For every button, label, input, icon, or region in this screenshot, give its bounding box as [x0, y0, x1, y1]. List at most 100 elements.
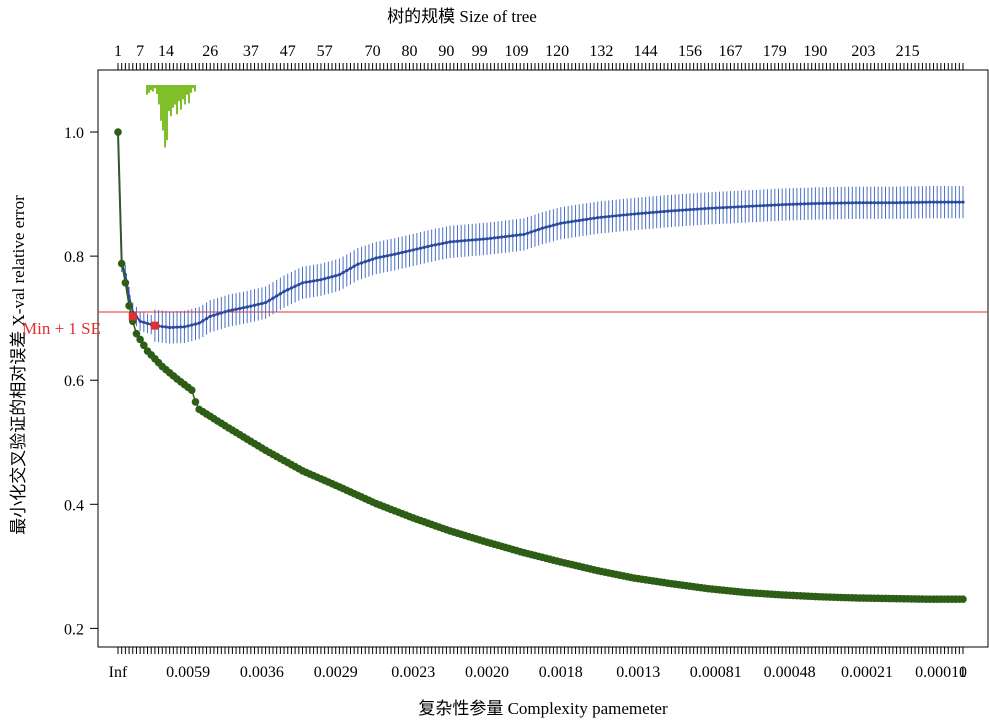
xval-error-point	[883, 201, 888, 205]
x-tick-label: 0.00081	[690, 664, 742, 681]
series-group	[114, 128, 967, 604]
histogram-bar	[178, 85, 180, 102]
xval-error-point	[286, 288, 290, 292]
xval-error-point	[721, 206, 725, 210]
xval-error-point	[337, 273, 341, 277]
xval-error-point	[876, 201, 880, 205]
xval-error-point	[537, 227, 541, 232]
x2-tick-label: 132	[589, 43, 613, 60]
histogram-bar	[172, 85, 174, 108]
xval-error-point	[430, 243, 434, 248]
xval-error-point	[319, 278, 323, 282]
xval-error-point	[680, 208, 685, 212]
x2-tick-label: 203	[851, 43, 875, 60]
y-tick-label: 0.8	[64, 249, 84, 266]
xval-error-point	[706, 206, 710, 210]
xval-error-point	[293, 284, 297, 288]
xval-error-point	[869, 201, 873, 205]
xval-error-point	[478, 237, 482, 241]
xval-error-line	[117, 132, 963, 329]
xval-error-point	[179, 325, 183, 329]
x2-tick-label: 14	[158, 43, 174, 60]
xval-error-point	[924, 200, 928, 204]
xval-error-point	[227, 309, 231, 313]
xval-error-point	[677, 208, 681, 212]
xval-error-point	[699, 207, 703, 211]
xval-error-point	[448, 240, 452, 244]
xval-error-point	[444, 241, 449, 245]
xval-error-point	[363, 260, 367, 264]
resubstitution-error-point	[117, 259, 126, 268]
histogram-bar	[192, 85, 194, 89]
xval-error-point	[847, 201, 851, 205]
xval-error-point	[850, 201, 854, 205]
resubstitution-error-point	[959, 595, 967, 604]
xval-error-point	[311, 279, 316, 283]
resubstitution-error-point	[125, 301, 133, 310]
xval-error-point	[263, 301, 268, 305]
xval-error-point	[275, 294, 279, 298]
x-tick-label: 0	[959, 664, 967, 681]
xval-error-point	[404, 250, 408, 254]
xval-error-point	[238, 306, 242, 311]
xval-error-point	[352, 264, 356, 268]
xval-error-point	[245, 305, 249, 309]
xval-error-point	[596, 216, 600, 220]
xval-error-point	[894, 201, 899, 205]
y-axis-title: 最小化交叉验证的相对误差 X-val relative error	[9, 195, 28, 535]
xval-error-point	[197, 321, 201, 325]
xval-error-point	[614, 214, 618, 218]
xval-error-point	[267, 298, 271, 303]
xval-error-point	[418, 246, 423, 250]
xval-error-point	[230, 308, 234, 312]
xval-error-point	[688, 207, 692, 212]
xval-error-point	[961, 200, 965, 204]
xval-error-point	[441, 241, 445, 245]
xval-error-point	[740, 205, 744, 209]
xval-error-point	[382, 254, 386, 259]
xval-error-point	[407, 249, 412, 253]
xval-error-point	[433, 243, 437, 247]
xval-error-point	[374, 256, 378, 260]
xval-error-point	[762, 203, 766, 208]
xval-error-point	[891, 201, 895, 205]
xval-error-point	[271, 296, 275, 300]
x2-axis-title: 树的规模 Size of tree	[387, 7, 537, 26]
xval-error-point	[193, 322, 198, 326]
xval-error-point	[201, 319, 205, 323]
xval-error-point	[684, 208, 688, 212]
xval-error-point	[345, 268, 349, 273]
xval-error-point	[640, 211, 644, 215]
xval-error-point	[621, 213, 626, 217]
xval-error-point	[806, 202, 810, 206]
xval-error-point	[872, 201, 877, 205]
xval-error-point	[710, 206, 714, 210]
xval-error-point	[858, 201, 862, 205]
x2-tick-label: 26	[202, 43, 218, 60]
xval-error-point	[315, 278, 319, 282]
x-tick-label: 0.00048	[764, 664, 816, 681]
xval-error-point	[655, 210, 659, 214]
xval-error-point	[610, 214, 615, 218]
x-tick-label: 0.0023	[391, 664, 435, 681]
x-axis-top: 1 7 14 26 37 47 57 70 80 90 99 109 120 132 144 156 167 17…	[114, 43, 920, 60]
xval-error-point	[525, 231, 530, 235]
resubstitution-error-point	[191, 398, 200, 406]
x2-tick-label: 70	[365, 43, 381, 60]
xval-error-point	[308, 279, 312, 284]
xval-error-point	[212, 313, 216, 317]
xval-error-point	[518, 233, 522, 237]
xval-error-point	[799, 202, 803, 206]
xval-error-point	[278, 292, 282, 296]
x-tick-label: 0.0029	[314, 664, 358, 681]
xval-error-point	[898, 201, 902, 205]
x2-tick-label: 120	[545, 43, 569, 60]
xval-error-point	[703, 207, 707, 211]
x-tick-label: 0.0036	[240, 664, 284, 681]
xval-error-point	[175, 325, 179, 329]
xval-error-point	[411, 248, 415, 252]
xval-error-point	[393, 252, 397, 256]
xval-error-point	[219, 311, 223, 315]
xval-error-point	[304, 280, 308, 284]
